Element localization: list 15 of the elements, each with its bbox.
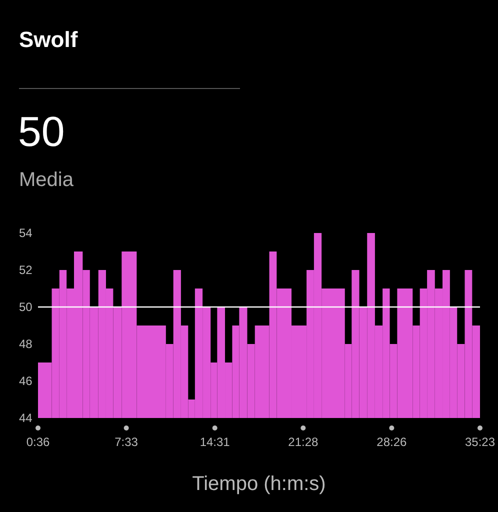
y-tick-label: 44 [19, 411, 33, 425]
x-tick-label: 14:31 [200, 435, 230, 449]
y-tick-label: 54 [19, 226, 33, 240]
x-tick-label: 7:33 [114, 435, 138, 449]
chart-title: Swolf [19, 27, 78, 53]
y-tick-label: 52 [19, 263, 33, 277]
y-tick-label: 48 [19, 337, 33, 351]
x-tick-label: 35:23 [464, 435, 496, 449]
y-tick-label: 46 [19, 374, 33, 388]
text: Media [19, 169, 74, 192]
x-axis-title: Tiempo (h:m:s) [192, 473, 326, 495]
x-tick-label: 0:36 [26, 435, 50, 449]
y-tick-label: 50 [19, 300, 33, 314]
x-tick-label: 21:28 [288, 435, 318, 449]
x-tick-label: 28:26 [376, 435, 408, 449]
